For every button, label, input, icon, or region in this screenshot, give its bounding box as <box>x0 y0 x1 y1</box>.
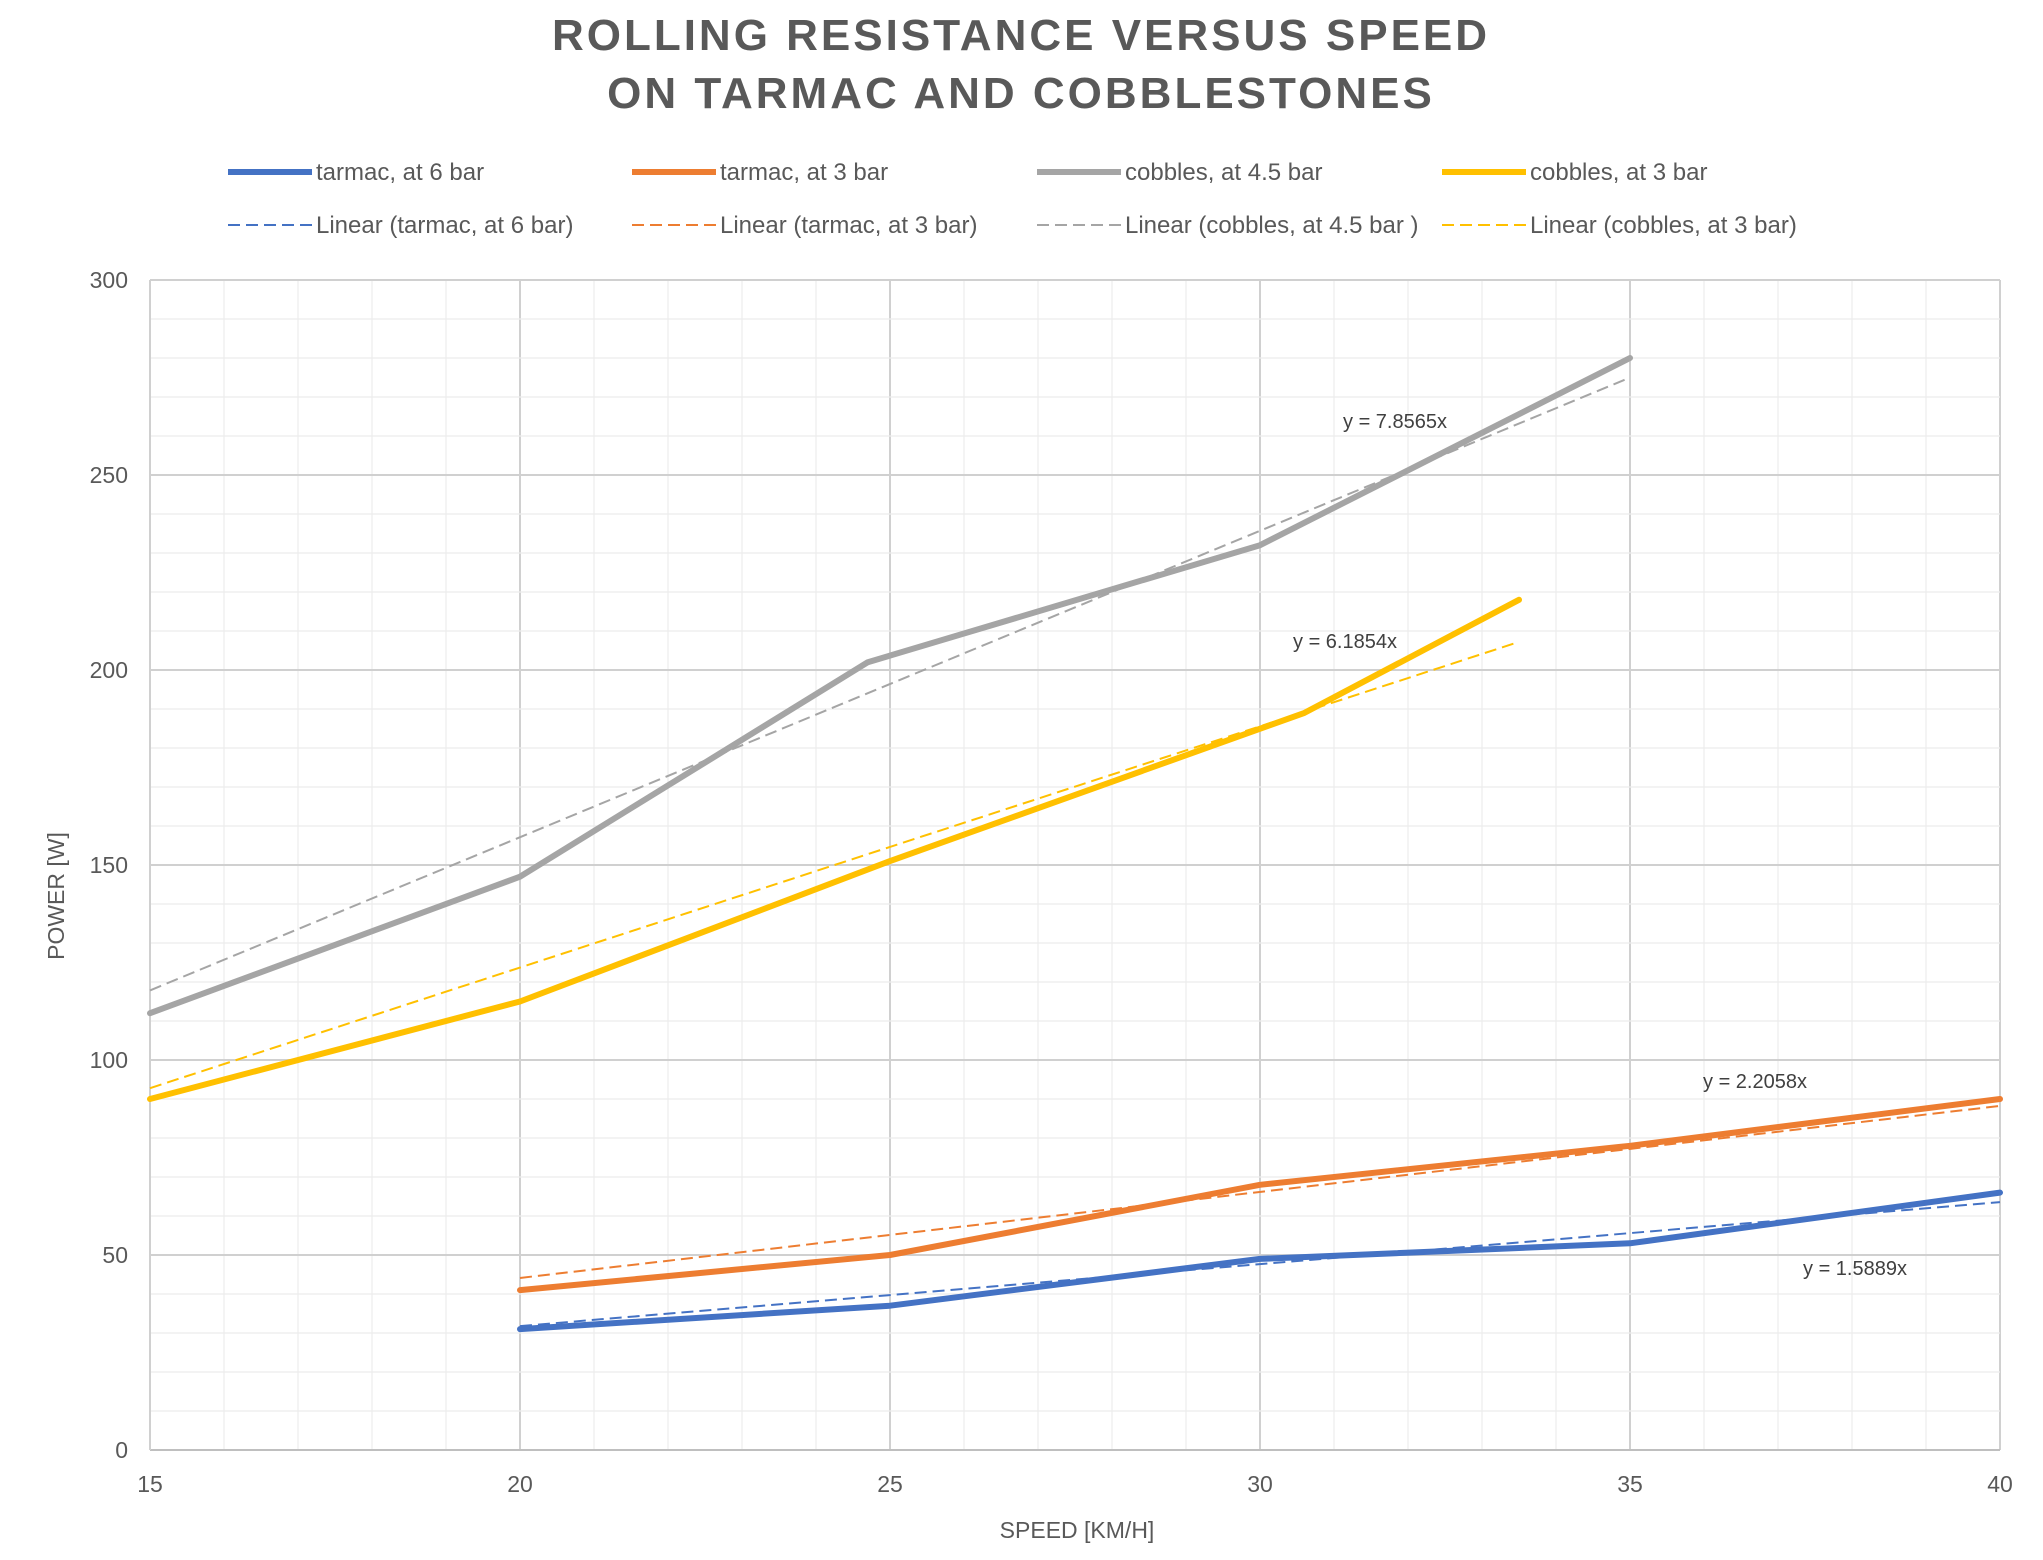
legend-label: cobbles, at 3 bar <box>1530 159 1707 186</box>
trendline <box>519 1104 2001 1279</box>
trendline-equation: y = 7.8565x <box>1343 411 1447 433</box>
trendlines <box>149 376 2001 1328</box>
y-axis-label: POWER [W] <box>43 832 69 960</box>
legend-trend-label: Linear (tarmac, at 3 bar) <box>720 212 977 239</box>
trendline-equation: y = 2.2058x <box>1703 1071 1807 1093</box>
legend-trend-label: Linear (tarmac, at 6 bar) <box>316 212 573 239</box>
trendline <box>519 1201 2001 1328</box>
y-tick-label: 200 <box>90 657 128 683</box>
y-tick-label: 250 <box>90 462 128 488</box>
series-line <box>517 1189 2003 1333</box>
legend-trend-label: Linear (cobbles, at 4.5 bar ) <box>1125 212 1419 239</box>
series-lines <box>147 355 2003 1333</box>
y-tick-label: 300 <box>90 267 128 293</box>
legend-trend-label: Linear (cobbles, at 3 bar) <box>1530 212 1797 239</box>
x-axis-label: SPEED [KM/H] <box>1000 1517 1155 1543</box>
y-tick-label: 50 <box>102 1242 128 1268</box>
series-line <box>517 1096 2003 1294</box>
x-tick-label: 40 <box>1987 1471 2013 1497</box>
legend-label: tarmac, at 3 bar <box>720 159 888 186</box>
trendline-equations: y = 1.5889x y = 2.2058x y = 7.8565x y = 6.1… <box>1293 411 1907 1280</box>
legend-label: tarmac, at 6 bar <box>316 159 484 186</box>
x-tick-label: 35 <box>1617 1471 1643 1497</box>
chart-title-line1: ROLLING RESISTANCE VERSUS SPEED <box>552 11 1490 60</box>
legend-label: cobbles, at 4.5 bar <box>1125 159 1322 186</box>
x-tick-label: 25 <box>877 1471 903 1497</box>
chart-title-line2: ON TARMAC AND COBBLESTONES <box>607 69 1435 118</box>
y-tick-label: 0 <box>115 1437 128 1463</box>
y-tick-label: 150 <box>90 852 128 878</box>
legend: tarmac, at 6 bar Linear (tarmac, at 6 bar… <box>228 159 1797 239</box>
trendline-equation: y = 6.1854x <box>1293 631 1397 653</box>
series-line <box>147 596 1522 1102</box>
series-line <box>147 355 1633 1017</box>
x-tick-label: 30 <box>1247 1471 1273 1497</box>
x-tick-label: 15 <box>137 1471 163 1497</box>
grid <box>149 279 2001 1451</box>
y-tick-label: 100 <box>90 1047 128 1073</box>
x-tick-label: 20 <box>507 1471 533 1497</box>
tick-labels: 15 20 25 30 35 40 0 50 100 150 200 250 300 <box>90 267 2013 1497</box>
trendline-equation: y = 1.5889x <box>1803 1258 1907 1280</box>
